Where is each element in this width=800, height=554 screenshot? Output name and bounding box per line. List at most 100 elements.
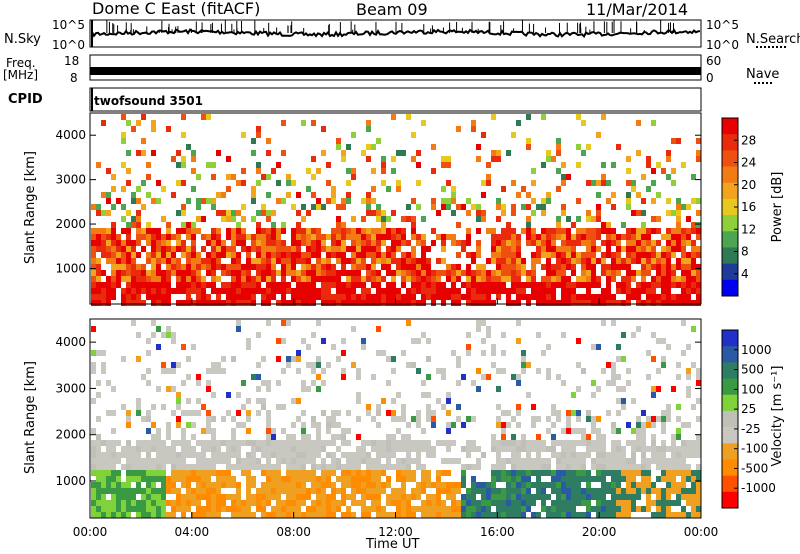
velocity-cell	[541, 488, 546, 494]
velocity-cell	[556, 374, 561, 380]
velocity-cell	[301, 500, 306, 506]
velocity-cell	[291, 470, 296, 476]
velocity-cell	[416, 338, 421, 344]
velocity-cell	[256, 332, 261, 338]
power-cell	[296, 294, 301, 300]
velocity-cell	[121, 446, 126, 452]
power-cell	[656, 270, 661, 276]
power-cell	[476, 246, 481, 252]
velocity-cell	[466, 440, 471, 446]
velocity-cell	[616, 344, 621, 350]
power-cell	[441, 288, 446, 294]
power-cell	[331, 276, 336, 282]
velocity-cell	[336, 422, 341, 428]
power-cell	[406, 270, 411, 276]
power-cell	[546, 198, 551, 204]
power-cell	[476, 210, 481, 216]
velocity-cell	[376, 446, 381, 452]
power-cell	[331, 246, 336, 252]
velocity-cell	[451, 494, 456, 500]
power-cell	[411, 132, 416, 138]
velocity-cell	[661, 458, 666, 464]
power-cell	[431, 168, 436, 174]
velocity-cell	[96, 392, 101, 398]
velocity-cell	[581, 452, 586, 458]
velocity-cell	[396, 392, 401, 398]
velocity-cell	[406, 434, 411, 440]
velocity-cell	[426, 494, 431, 500]
velocity-cell	[211, 434, 216, 440]
velocity-cell	[516, 488, 521, 494]
power-cell	[621, 258, 626, 264]
power-cell	[441, 270, 446, 276]
power-cell	[261, 288, 266, 294]
velocity-cell	[616, 482, 621, 488]
power-cell	[196, 264, 201, 270]
velocity-cell	[186, 470, 191, 476]
power-cell	[266, 300, 271, 306]
power-cell	[346, 288, 351, 294]
velocity-cell	[536, 458, 541, 464]
velocity-cell	[311, 458, 316, 464]
power-cell	[546, 294, 551, 300]
velocity-cell	[106, 410, 111, 416]
velocity-cell	[626, 368, 631, 374]
velocity-cell	[291, 434, 296, 440]
velocity-cell	[116, 452, 121, 458]
velocity-cell	[286, 470, 291, 476]
power-cell	[571, 270, 576, 276]
velocity-cell	[346, 464, 351, 470]
velocity-cell	[541, 494, 546, 500]
power-cell	[641, 264, 646, 270]
power-cell	[596, 282, 601, 288]
velocity-cell	[586, 482, 591, 488]
velocity-cell	[191, 452, 196, 458]
power-cell	[526, 222, 531, 228]
power-cell	[301, 276, 306, 282]
power-cell	[276, 252, 281, 258]
velocity-cell	[606, 488, 611, 494]
power-cell	[671, 252, 676, 258]
velocity-cell	[391, 512, 396, 518]
power-cell	[311, 288, 316, 294]
power-cell	[621, 222, 626, 228]
velocity-cell	[316, 356, 321, 362]
power-cell	[441, 300, 446, 306]
power-cell	[416, 258, 421, 264]
velocity-cell	[581, 476, 586, 482]
velocity-cell	[546, 458, 551, 464]
power-cell	[661, 294, 666, 300]
velocity-cell	[181, 380, 186, 386]
power-cell	[101, 246, 106, 252]
power-cell	[681, 282, 686, 288]
power-cell	[281, 276, 286, 282]
velocity-cell	[116, 470, 121, 476]
velocity-cell	[116, 488, 121, 494]
velocity-cell	[356, 482, 361, 488]
power-cell	[456, 270, 461, 276]
power-cell	[311, 246, 316, 252]
velocity-cell	[446, 494, 451, 500]
velocity-cell	[106, 482, 111, 488]
power-cell	[466, 240, 471, 246]
velocity-cell	[416, 368, 421, 374]
velocity-cell	[451, 500, 456, 506]
power-cell	[396, 294, 401, 300]
power-cell	[471, 282, 476, 288]
velocity-cell	[561, 482, 566, 488]
power-cell	[146, 294, 151, 300]
power-cell	[146, 282, 151, 288]
power-cell	[666, 234, 671, 240]
velocity-cell	[166, 368, 171, 374]
power-cell	[136, 186, 141, 192]
velocity-cell	[456, 488, 461, 494]
power-cell	[596, 300, 601, 306]
power-cell	[186, 252, 191, 258]
power-cell	[126, 282, 131, 288]
velocity-cell	[541, 350, 546, 356]
velocity-cell	[591, 446, 596, 452]
power-cell	[371, 300, 376, 306]
power-cell	[386, 228, 391, 234]
power-cell	[406, 204, 411, 210]
power-cell	[181, 264, 186, 270]
